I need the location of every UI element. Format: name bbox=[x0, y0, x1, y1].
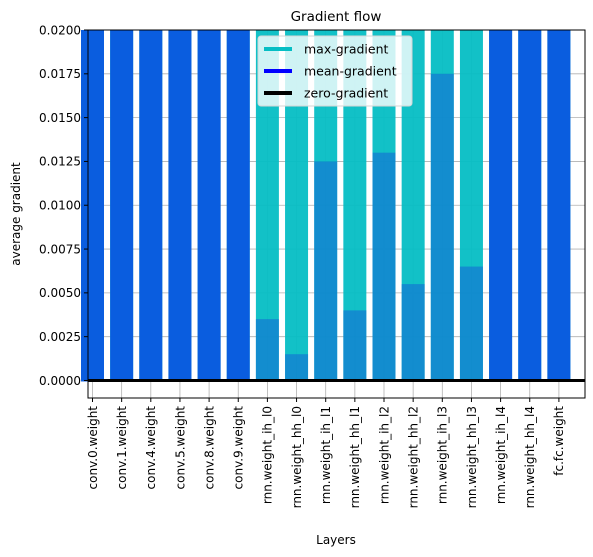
legend-label: max-gradient bbox=[304, 42, 388, 57]
plot-frame bbox=[87, 29, 586, 399]
mean-gradient-bar bbox=[255, 319, 279, 381]
x-tick-label: rnn.weight_hh_l3 bbox=[465, 406, 479, 508]
y-tick-label: 0.0000 bbox=[39, 374, 81, 388]
max-gradient-bar bbox=[255, 30, 279, 381]
x-tick-label: rnn.weight_hh_l4 bbox=[523, 406, 537, 508]
x-tick-label: rnn.weight_ih_l3 bbox=[436, 406, 450, 504]
legend-box bbox=[257, 35, 413, 107]
mean-gradient-bar bbox=[401, 284, 425, 381]
legend: max-gradient mean-gradient zero-gradient bbox=[257, 35, 413, 107]
y-tick-label: 0.0200 bbox=[39, 23, 81, 37]
x-tick-label: rnn.weight_ih_l0 bbox=[261, 406, 275, 504]
mean-gradient-bar bbox=[430, 73, 454, 381]
y-tick-label: 0.0050 bbox=[39, 286, 81, 300]
x-tick-label: conv.0.weight bbox=[86, 406, 100, 490]
x-tick-label: conv.8.weight bbox=[202, 406, 216, 490]
legend-label: mean-gradient bbox=[304, 64, 397, 79]
mean-gradient-bar bbox=[489, 30, 513, 381]
x-tick-label: rnn.weight_hh_l2 bbox=[406, 406, 420, 508]
y-tick-label: 0.0025 bbox=[39, 330, 81, 344]
chart-title: Gradient flow bbox=[291, 9, 382, 25]
max-gradient-bar bbox=[343, 30, 367, 381]
mean-gradient-bar bbox=[110, 30, 134, 381]
x-tick-label: conv.4.weight bbox=[144, 406, 158, 490]
mean-gradient-bar bbox=[343, 310, 367, 381]
mean-gradient-bar bbox=[168, 30, 192, 381]
y-axis-title: average gradient bbox=[9, 162, 23, 266]
x-tick-label: rnn.weight_ih_l2 bbox=[377, 406, 391, 504]
mean-gradient-bar bbox=[372, 152, 396, 381]
x-tick-label: conv.9.weight bbox=[232, 406, 246, 490]
x-tick-label: rnn.weight_hh_l0 bbox=[290, 406, 304, 508]
x-tick-label: fc.fc.weight bbox=[552, 406, 566, 476]
mean-gradient-bar bbox=[518, 30, 542, 381]
y-tick-label: 0.0075 bbox=[39, 242, 81, 256]
x-tick-label: rnn.weight_ih_l1 bbox=[319, 406, 333, 504]
max-gradient-bar bbox=[285, 30, 309, 381]
y-axis: 0.0000 0.0025 0.0050 0.0075 0.0100 0.0125 0.01… bbox=[39, 23, 88, 388]
x-tick-label: rnn.weight_ih_l4 bbox=[494, 406, 508, 504]
x-axis: conv.0.weight conv.1.weight conv.4.weight c… bbox=[86, 398, 566, 508]
x-axis-title: Layers bbox=[316, 533, 356, 547]
y-tick-label: 0.0125 bbox=[39, 155, 81, 169]
x-tick-label: rnn.weight_hh_l1 bbox=[348, 406, 362, 508]
y-tick-label: 0.0150 bbox=[39, 111, 81, 125]
mean-gradient-bar bbox=[197, 30, 221, 381]
mean-gradient-bar bbox=[285, 354, 309, 381]
mean-gradient-bar bbox=[139, 30, 163, 381]
mean-gradient-bar bbox=[459, 266, 483, 381]
mean-gradient-bar bbox=[547, 30, 571, 381]
y-tick-label: 0.0100 bbox=[39, 199, 81, 213]
y-tick-label: 0.0175 bbox=[39, 67, 81, 81]
legend-label: zero-gradient bbox=[304, 86, 388, 101]
mean-gradient-bar bbox=[226, 30, 250, 381]
x-tick-label: conv.1.weight bbox=[115, 406, 129, 490]
x-tick-label: conv.5.weight bbox=[173, 406, 187, 490]
mean-gradient-bar bbox=[314, 161, 338, 381]
bars-layer bbox=[81, 30, 571, 382]
